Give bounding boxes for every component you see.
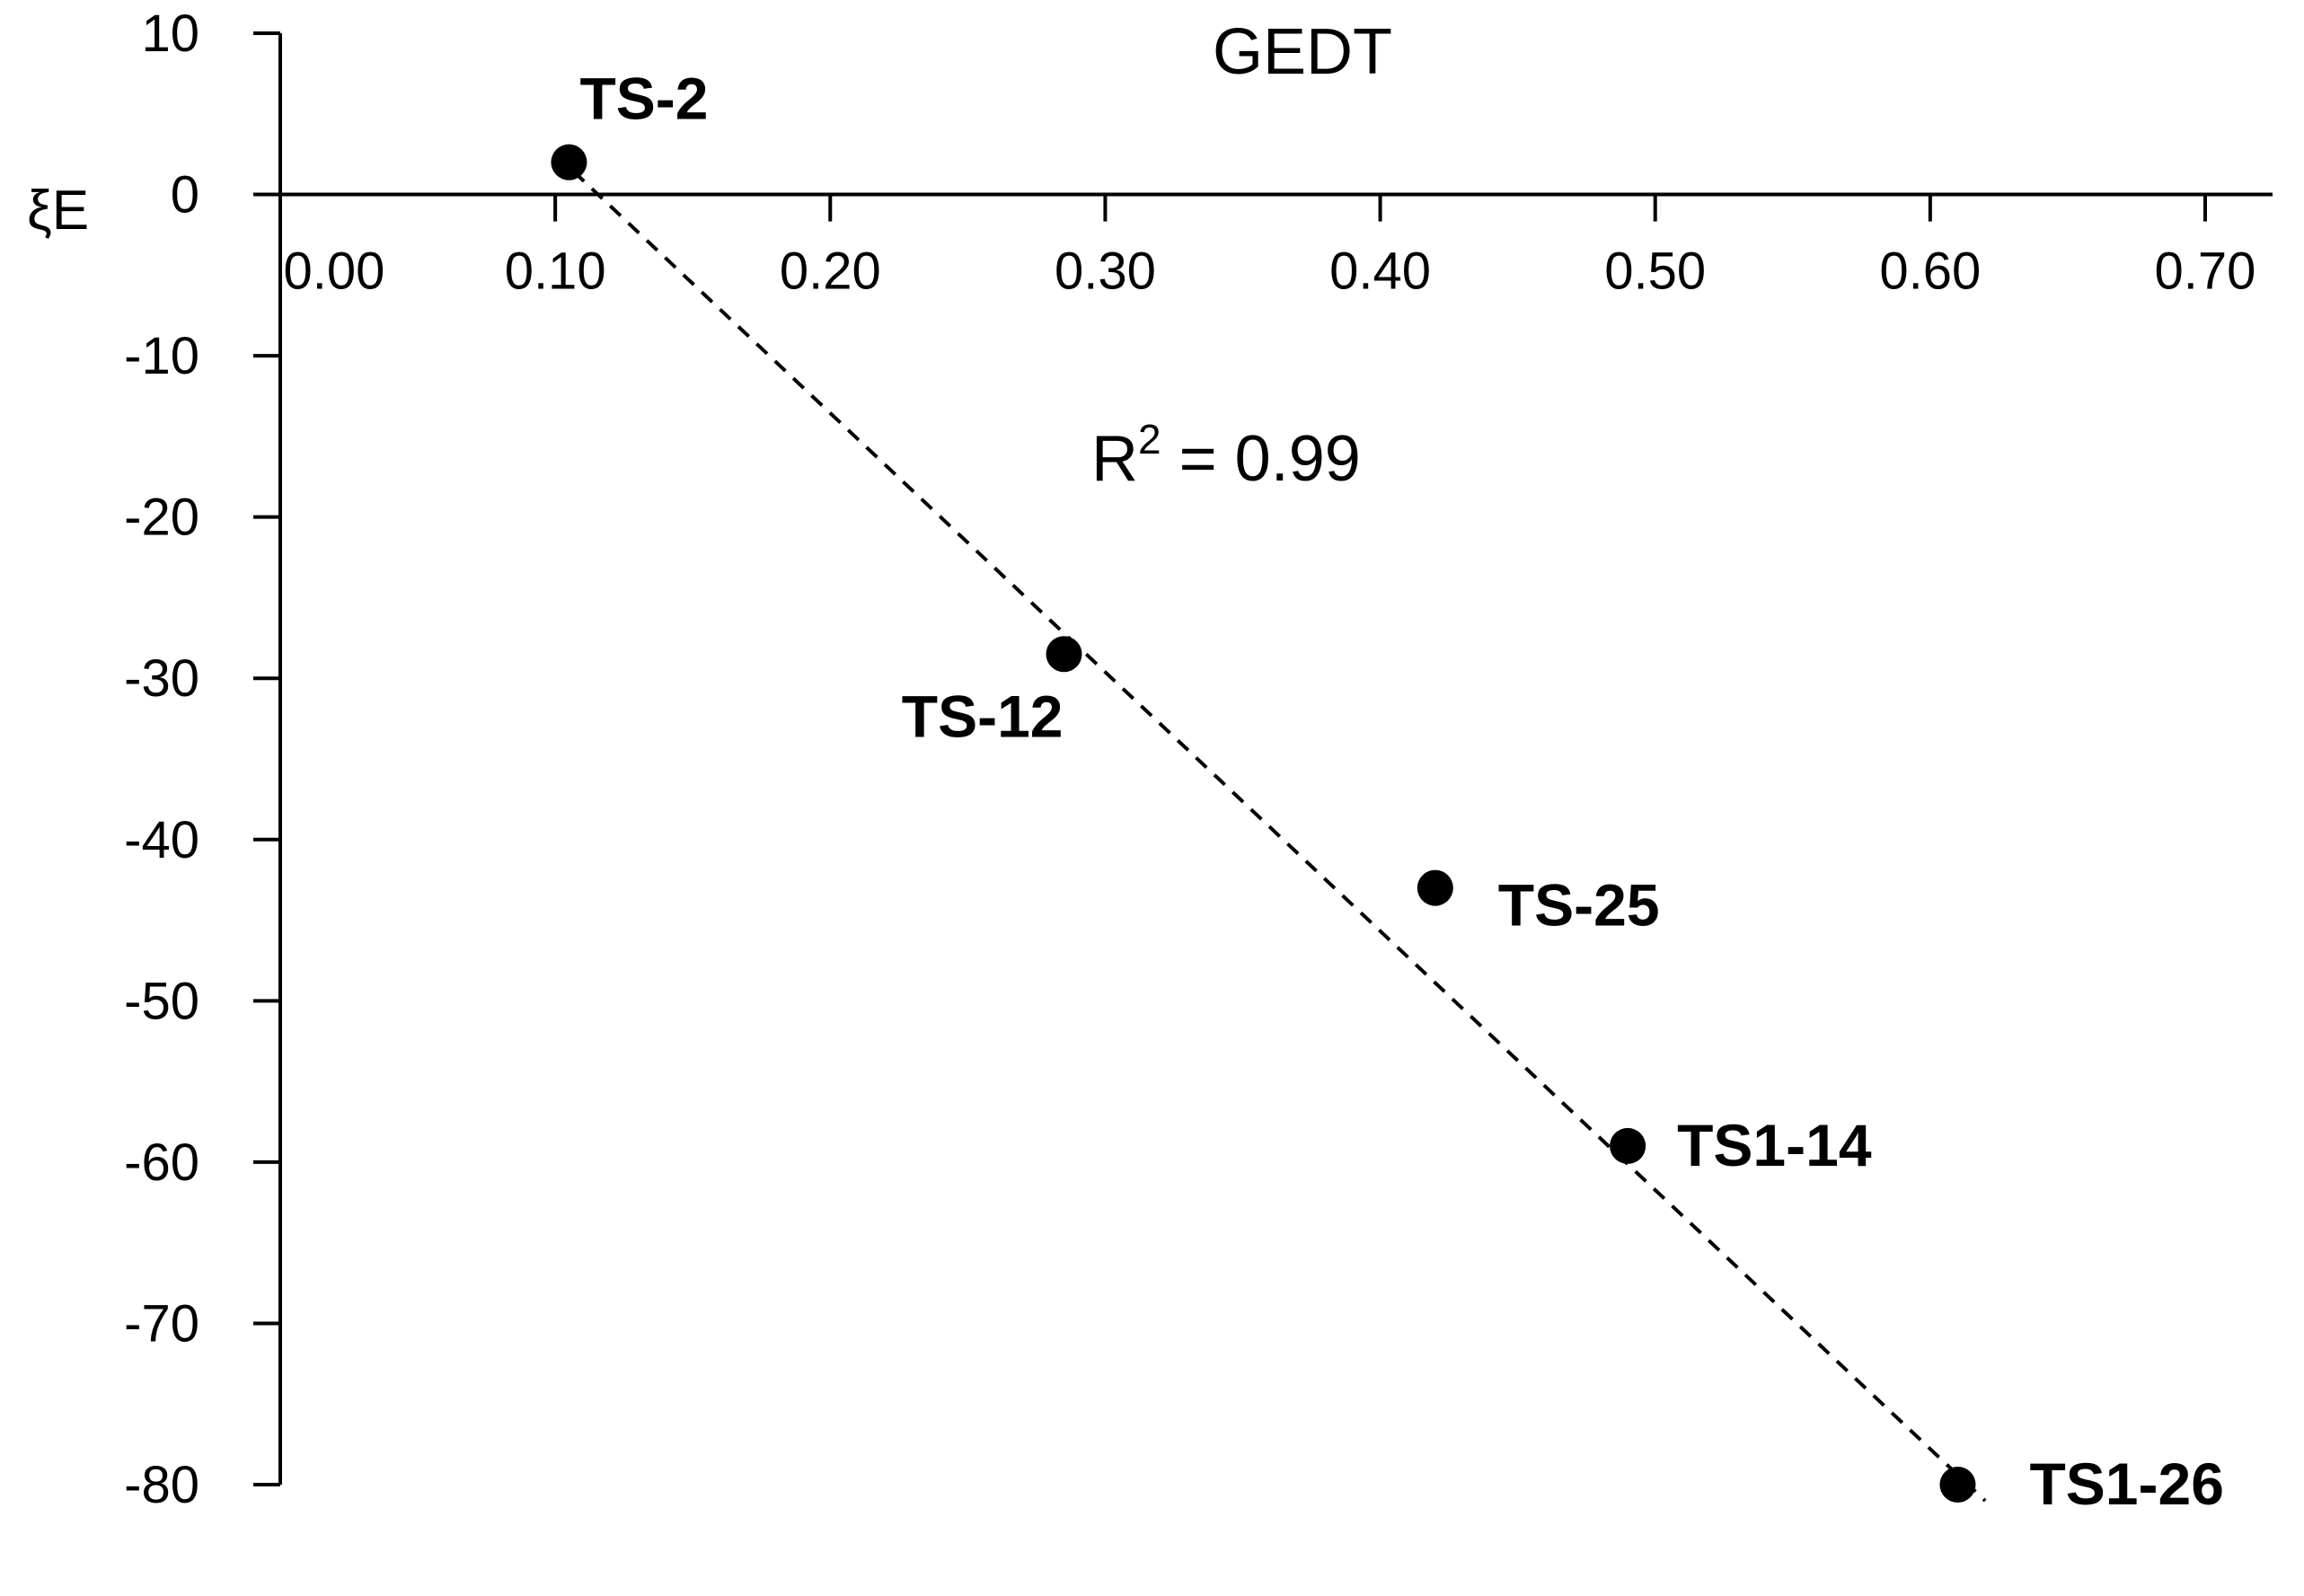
x-tick-label: 0.30 [1055,242,1156,301]
data-point [1046,636,1082,673]
y-tick-label: -70 [124,1294,199,1353]
y-tick-label: -30 [124,649,199,708]
y-tick-label: -40 [124,811,199,869]
point-labels: TS-2 TS-12 TS-25 TS1-14 TS1-26 [579,66,2223,1517]
r-squared-prefix: R [1091,423,1138,495]
data-point [1417,869,1453,906]
point-label: TS-25 [1498,872,1660,939]
r-squared-suffix: = 0.99 [1161,423,1361,495]
x-tick-label: 0.00 [284,242,385,301]
x-tick-label: 0.10 [505,242,606,301]
x-tick-label: 0.70 [2155,242,2256,301]
data-points [551,144,1976,1503]
y-tick-label: -80 [124,1456,199,1514]
y-tick-label: -10 [124,327,199,385]
data-point [1610,1127,1646,1164]
axes [253,31,2273,1486]
trend-line [553,153,1987,1503]
point-label: TS1-26 [2029,1451,2223,1517]
y-tick-label: -60 [124,1133,199,1192]
y-tick-label: 10 [141,4,199,63]
r-squared-superscript: 2 [1138,416,1161,463]
y-tick-label: -20 [124,489,199,547]
data-point [1939,1467,1976,1503]
x-tick-label: 0.20 [780,242,881,301]
tick-labels: 10 0 -10 -20 -30 -40 -50 -60 -70 -80 0.00 0.10 0.20 0… [124,4,2255,1514]
y-tick-label: 0 [171,166,199,225]
y-tick-label: -50 [124,972,199,1030]
r-squared-annotation: R2 = 0.99 [1091,416,1361,495]
y-axis-label: ξE [27,180,89,242]
x-tick-label: 0.40 [1329,242,1431,301]
x-tick-label: 0.60 [1879,242,1981,301]
point-label: TS1-14 [1677,1112,1872,1178]
chart-title: GEDT [1213,16,1392,88]
point-label: TS-12 [902,683,1064,749]
data-point [551,144,587,181]
x-tick-label: 0.50 [1604,242,1706,301]
point-label: TS-2 [579,66,708,132]
